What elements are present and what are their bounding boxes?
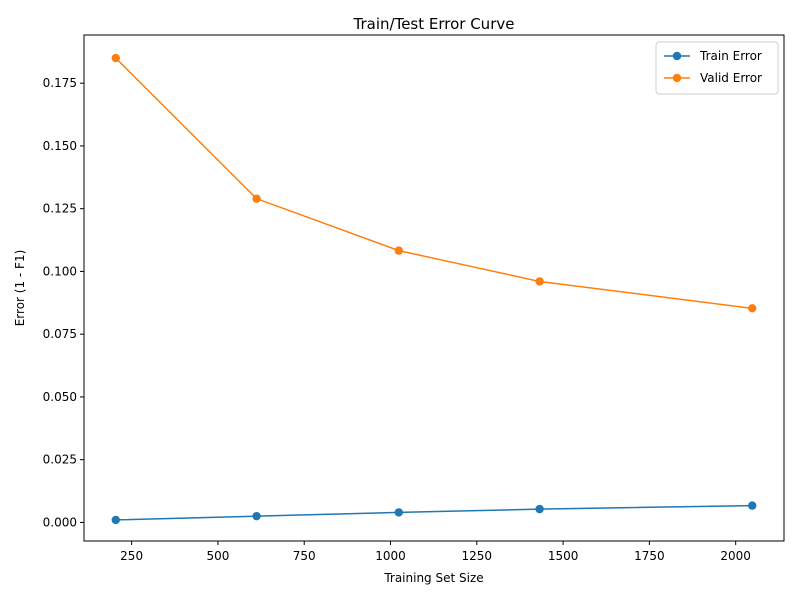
legend-swatch-marker (672, 51, 682, 61)
series-0-point (394, 508, 403, 517)
y-tick-label: 0.000 (43, 515, 77, 529)
series-0-point (252, 511, 261, 521)
series-1-point (252, 194, 261, 203)
y-tick-label: 0.150 (43, 139, 77, 153)
x-tick-label: 250 (120, 549, 143, 563)
y-tick-label: 0.125 (43, 202, 77, 216)
series-1-point (748, 304, 757, 313)
y-tick-label: 0.175 (43, 76, 77, 90)
x-tick-label: 2000 (720, 549, 751, 563)
plot-frame (83, 34, 785, 542)
legend-label: Valid Error (700, 71, 762, 85)
plot-area (111, 53, 757, 525)
x-tick-label: 1500 (548, 549, 579, 563)
series-1-point (111, 53, 120, 63)
series-1-point (394, 246, 403, 255)
x-axis-label: Training Set Size (383, 571, 483, 585)
legend-box (655, 41, 779, 95)
series-0-point (111, 515, 120, 525)
x-tick-label: 500 (206, 549, 229, 563)
x-tick-label: 1750 (634, 549, 665, 563)
y-axis-ticks: 0.000 0.025 0.050 0.075 0.100 0.125 0.150 0.175 (43, 76, 84, 529)
x-tick-label: 1000 (375, 549, 406, 563)
series-line-1 (115, 57, 753, 310)
series-0-point (535, 504, 544, 514)
chart-title: Train/Test Error Curve (353, 15, 515, 33)
legend: Train Error Valid Error (655, 41, 779, 95)
legend-swatch-marker (672, 73, 682, 83)
x-tick-label: 750 (293, 549, 316, 563)
y-tick-label: 0.025 (43, 453, 77, 467)
x-tick-label: 1250 (462, 549, 493, 563)
series-line-0 (115, 504, 753, 521)
y-tick-label: 0.075 (43, 327, 77, 341)
series-1-point (535, 277, 544, 286)
x-axis-ticks: 250 500 750 1000 1250 1500 1750 2000 (120, 541, 751, 563)
y-axis-label: Error (1 - F1) (13, 250, 27, 327)
series-0-point (748, 501, 757, 510)
legend-label: Train Error (699, 49, 762, 63)
y-tick-label: 0.100 (43, 264, 77, 278)
y-tick-label: 0.050 (43, 390, 77, 404)
